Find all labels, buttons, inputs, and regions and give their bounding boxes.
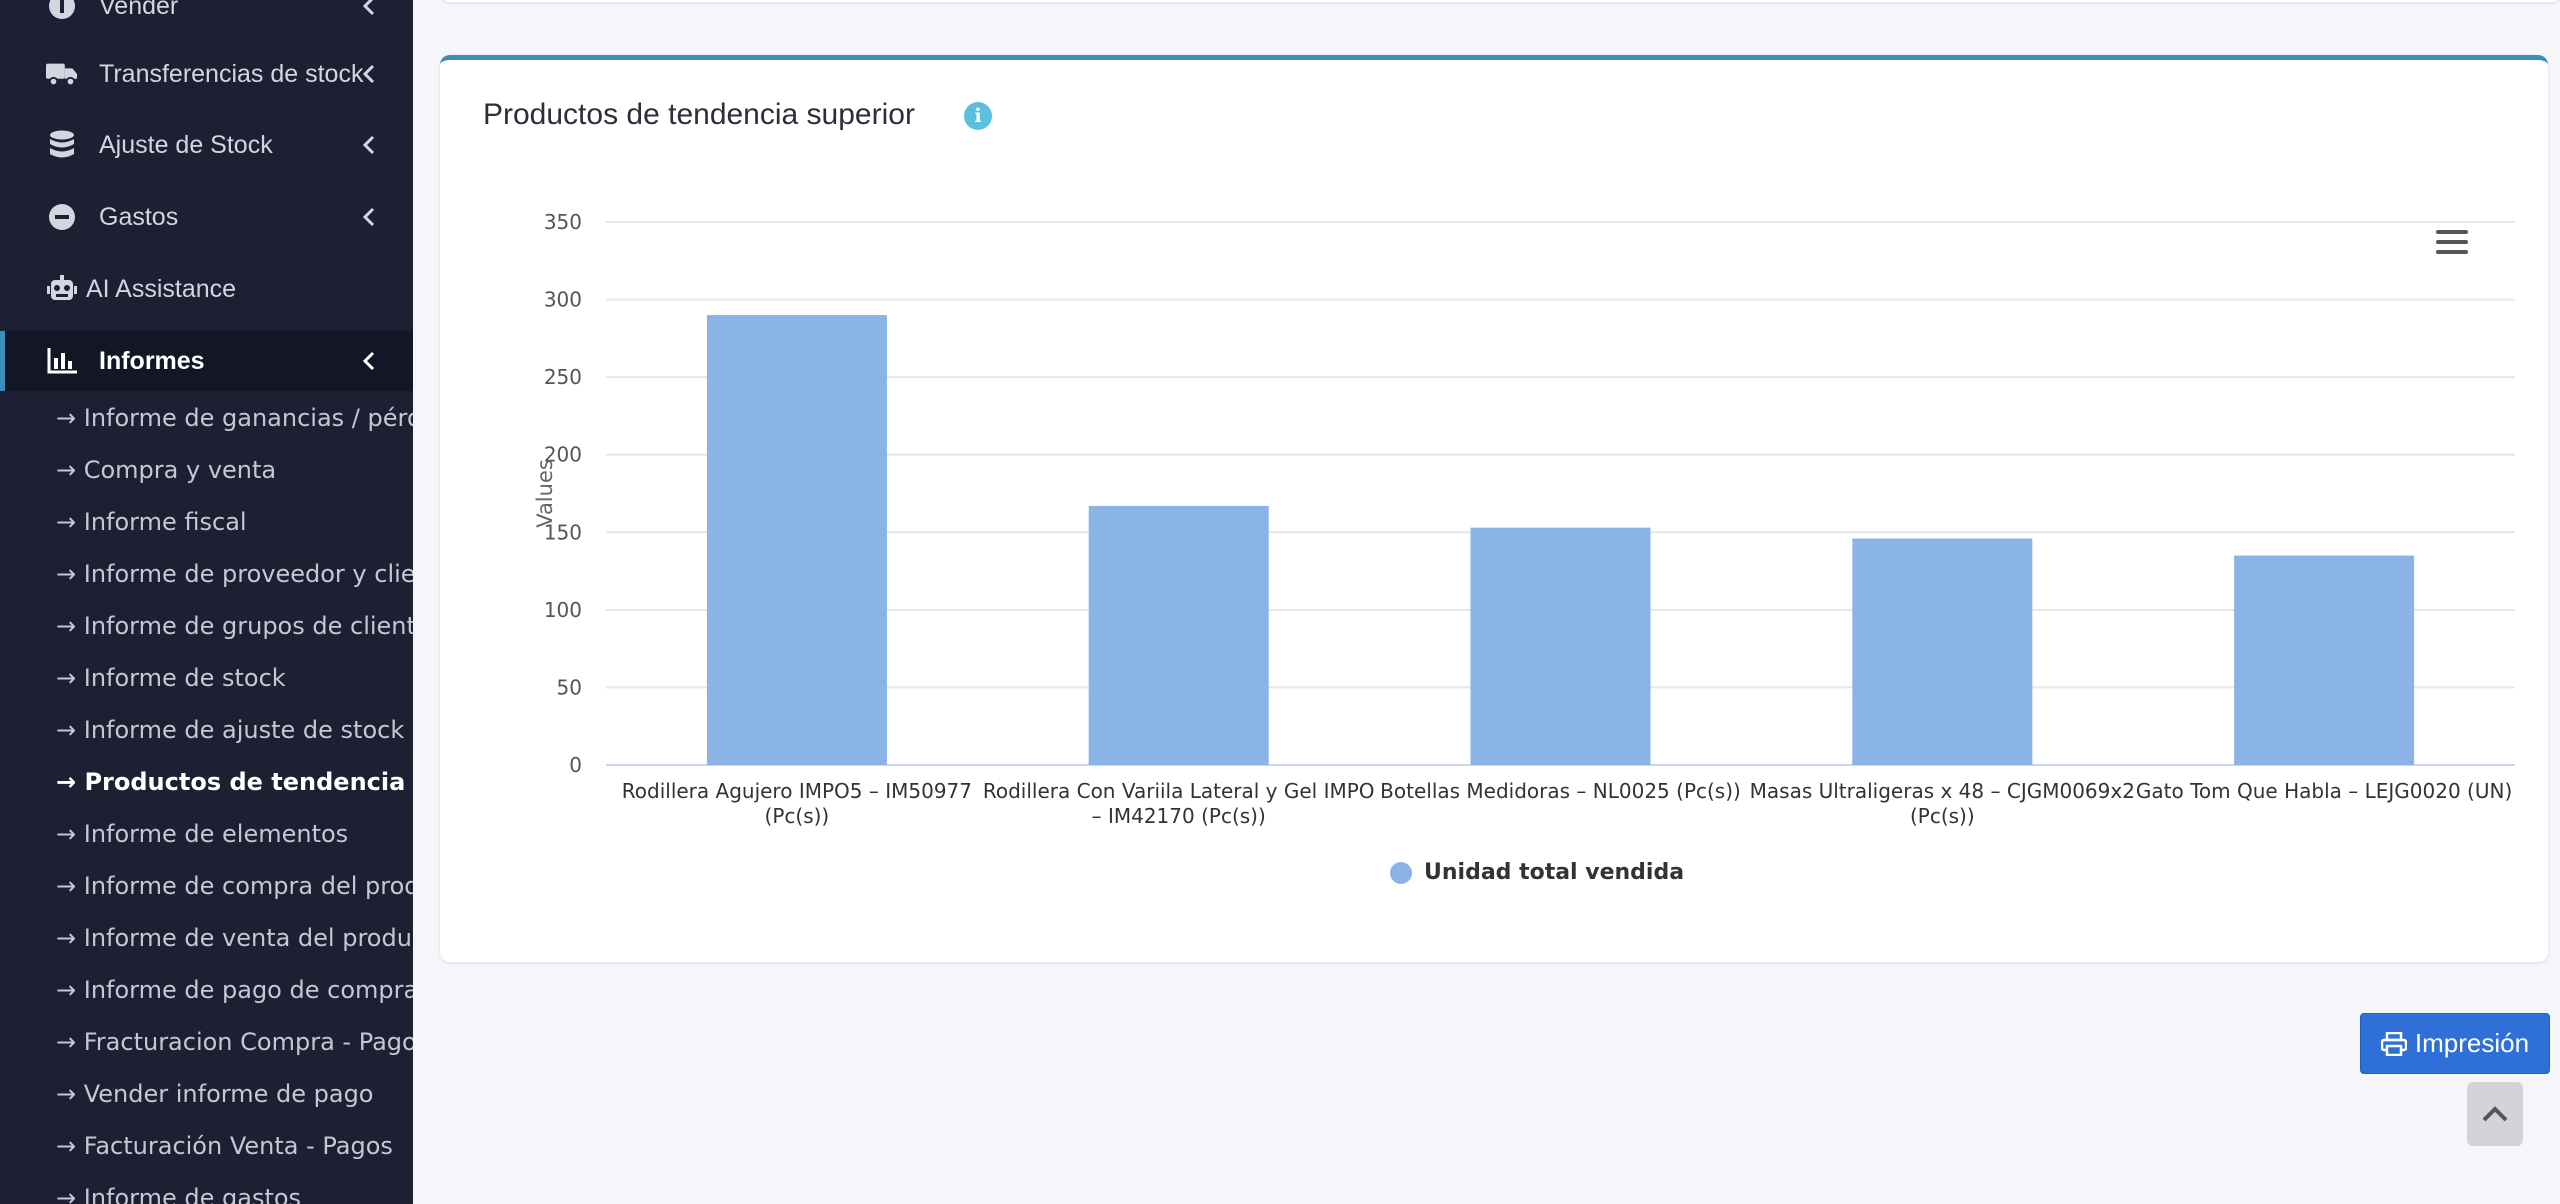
legend-label: Unidad total vendida [1424,860,1685,885]
vender-icon [46,0,78,22]
bar [1852,538,2033,765]
x-tick-label: (Pc(s)) [765,804,830,828]
robot-icon [46,273,78,305]
y-tick-label: 350 [544,210,582,234]
chevron-left-icon [361,134,377,156]
bar-chart: 0 50 100 150 200 250 300 350 Values Rodillera Agu… [533,210,2515,828]
chart-legend[interactable]: Unidad total vendida [1390,860,1684,885]
sidebar-item-gastos[interactable]: Gastos [0,187,413,247]
y-tick-label: 100 [544,598,582,622]
sidebar-item-label: Transferencias de stock [99,59,364,88]
x-tick-label: Rodillera Con Variila Lateral y Gel IMPO [983,779,1375,803]
bar [706,315,887,765]
scroll-to-top-button[interactable] [2467,1082,2523,1146]
x-tick-label: Rodillera Agujero IMPO5 – IM50977 [622,779,972,803]
sidebar-item-ajuste-stock[interactable]: Ajuste de Stock [0,115,413,175]
main-content: Productos de tendencia superior i 0 50 100… [413,0,2560,1204]
sidebar-subitem[interactable]: → Productos de tendencia [56,768,406,796]
bar-chart-icon [46,345,78,377]
legend-marker [1390,861,1412,884]
sidebar-subitem[interactable]: → Vender informe de pago [56,1080,374,1108]
sidebar-subitem[interactable]: → Facturación Venta - Pagos [56,1132,393,1160]
printer-icon [2380,1031,2407,1056]
sidebar-subitem[interactable]: → Informe de elementos [56,820,349,848]
sidebar: Vender Transferencias de stock Ajuste de… [0,0,413,1204]
x-tick-label: – IM42170 (Pc(s)) [1092,804,1266,828]
previous-card [441,0,2560,2]
x-tick-label: Botellas Medidoras – NL0025 (Pc(s)) [1380,779,1741,803]
truck-icon [46,58,78,90]
sidebar-item-transferencias[interactable]: Transferencias de stock [0,44,413,104]
sidebar-subitem[interactable]: → Informe de stock [56,664,286,692]
sidebar-item-informes[interactable]: Informes [0,331,413,391]
sidebar-item-vender[interactable]: Vender [0,0,413,36]
y-tick-label: 150 [544,520,582,544]
bar [1470,527,1651,765]
sidebar-subitem[interactable]: → Informe de grupos de clientes [56,612,413,640]
sidebar-item-label: Ajuste de Stock [99,130,273,159]
y-tick-label: 200 [544,443,582,467]
database-icon [46,129,78,161]
y-tick-label: 0 [569,753,582,777]
sidebar-subitem[interactable]: → Fracturacion Compra - Pagos [56,1028,413,1056]
sidebar-item-label: Gastos [99,202,179,231]
sidebar-subitem[interactable]: → Informe de compra del producto [56,872,413,900]
bar [2234,555,2415,765]
sidebar-subitem[interactable]: → Informe de ganancias / pérdidas [56,404,413,432]
y-tick-label: 50 [557,675,582,699]
x-tick-label: Gato Tom Que Habla – LEJG0020 (UN) [2136,779,2512,803]
sidebar-subitem[interactable]: → Informe de proveedor y cliente [56,560,413,588]
info-icon[interactable]: i [964,102,992,130]
sidebar-subitem[interactable]: → Informe de venta del producto [56,924,413,952]
minus-circle-icon [46,201,78,233]
sidebar-subitem[interactable]: → Compra y venta [56,456,277,484]
y-tick-label: 250 [544,365,582,389]
sidebar-item-label: Vender [99,0,179,20]
sidebar-item-label: AI Assistance [86,274,237,303]
sidebar-item-label: Informes [99,346,205,375]
print-button-label: Impresión [2414,1028,2530,1058]
chart-menu-icon[interactable] [2436,230,2468,258]
bar [1088,505,1269,765]
card-title: Productos de tendencia superior [483,98,915,131]
sidebar-subitem[interactable]: → Informe fiscal [56,508,247,536]
trending-products-card: Productos de tendencia superior i 0 50 100… [440,55,2548,962]
print-button[interactable]: Impresión [2360,1013,2550,1074]
chevron-left-icon [361,63,377,85]
chevron-left-icon [361,350,377,372]
sidebar-item-ai-assistance[interactable]: AI Assistance [0,259,413,319]
sidebar-subitem[interactable]: → Informe de ajuste de stock [56,716,405,744]
x-tick-label: Masas Ultraligeras x 48 – CJGM0069x2 [1750,779,2135,803]
chevron-left-icon [361,0,377,17]
sidebar-subitem[interactable]: → Informe de pago de compra [56,976,413,1004]
x-tick-label: (Pc(s)) [1910,804,1975,828]
chevron-up-icon [2482,1106,2508,1122]
y-axis-title: Values [533,459,557,528]
chevron-left-icon [361,206,377,228]
sidebar-subitem[interactable]: → Informe de gastos [56,1184,302,1204]
y-tick-label: 300 [544,288,582,312]
